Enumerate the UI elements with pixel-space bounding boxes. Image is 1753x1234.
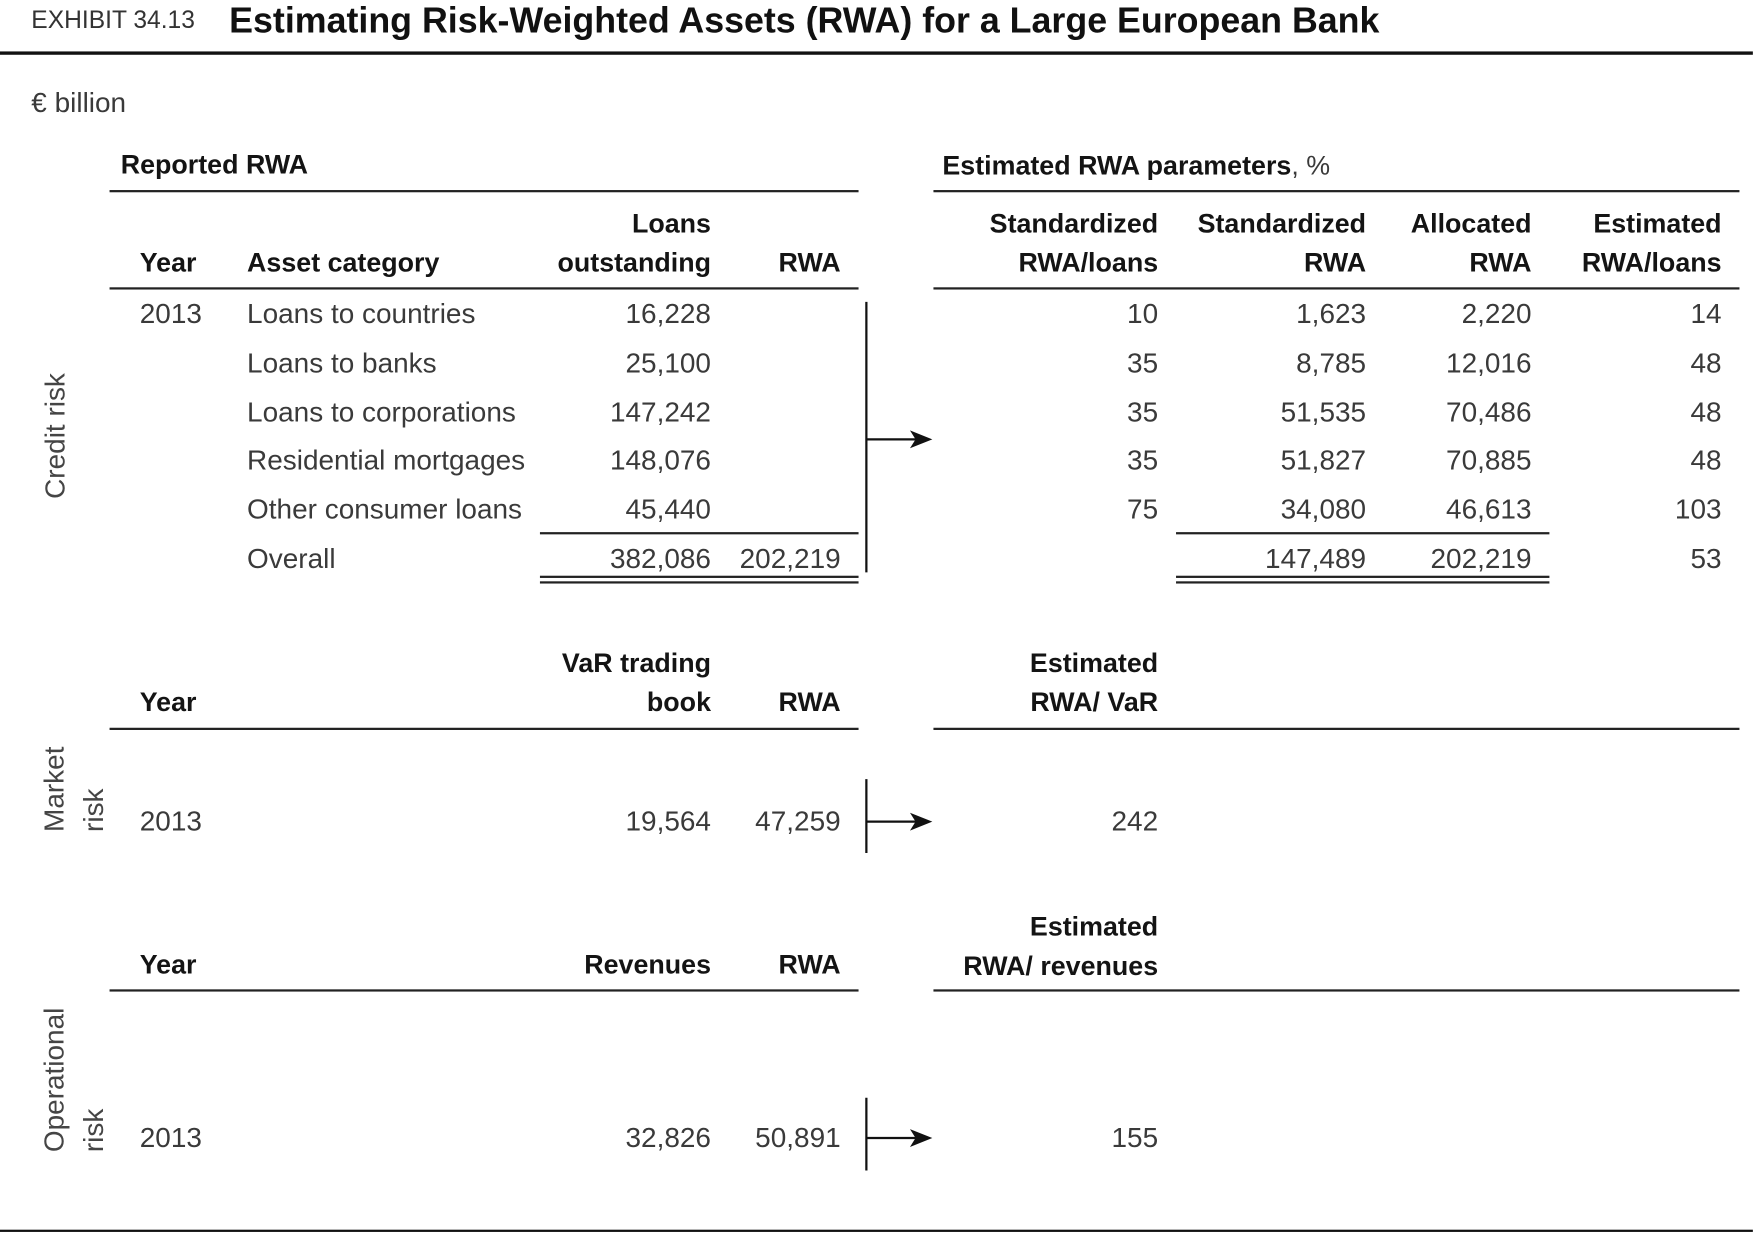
row-allocated-rwa: 46,613 — [1446, 494, 1532, 526]
credit-heading-rule-right — [933, 190, 1740, 193]
credit-header-rwa: RWA — [778, 248, 841, 279]
operational-header-rule-left — [109, 989, 859, 992]
row-standardized-ratio: 35 — [1127, 347, 1159, 379]
market-header-var-trading-book: VaR trading book — [561, 648, 711, 718]
table-row: Loans to corporations 147,242 35 51,535 … — [0, 388, 1753, 437]
table-row: Other consumer loans 45,440 75 34,080 46… — [0, 485, 1753, 534]
overall-standardized-rwa: 147,489 — [1265, 543, 1367, 575]
table-row: Residential mortgages 148,076 35 51,827 … — [0, 436, 1753, 485]
credit-header-rule-left — [109, 287, 859, 290]
row-estimated-ratio: 48 — [1690, 444, 1722, 477]
credit-header-asset-category: Asset category — [247, 248, 440, 279]
row-standardized-rwa: 1,623 — [1296, 298, 1367, 330]
row-loans-outstanding: 16,228 — [625, 298, 711, 330]
operational-header-year: Year — [139, 950, 197, 981]
estimated-rwa-parameters-heading: Estimated RWA parameters, % — [942, 141, 1330, 190]
market-arrow-icon — [865, 779, 933, 853]
row-loans-outstanding: 45,440 — [625, 494, 711, 526]
row-allocated-rwa: 2,220 — [1461, 298, 1532, 330]
row-allocated-rwa: 70,885 — [1446, 444, 1532, 477]
row-estimated-ratio: 155 — [1111, 1122, 1159, 1154]
credit-header-rule-right — [933, 287, 1740, 290]
row-standardized-rwa: 51,535 — [1280, 396, 1367, 429]
overall-reported-rwa: 202,219 — [739, 543, 841, 575]
operational-header-rule-right — [933, 989, 1740, 992]
market-header-rwa: RWA — [778, 687, 841, 718]
row-loans-outstanding: 147,242 — [609, 396, 711, 429]
estimated-heading-suffix: , % — [1291, 150, 1331, 182]
credit-header-standardized-ratio: Standardized RWA/loans — [989, 209, 1159, 279]
row-asset-category: Residential mortgages — [247, 444, 526, 477]
row-standardized-ratio: 35 — [1127, 444, 1159, 477]
row-rwa: 50,891 — [755, 1122, 841, 1154]
operational-header-revenues: Revenues — [584, 950, 711, 981]
row-standardized-ratio: 10 — [1127, 298, 1159, 330]
row-rwa: 47,259 — [755, 806, 841, 838]
table-row: 2013 19,564 47,259 242 — [0, 797, 1753, 846]
estimated-heading-text: Estimated RWA parameters — [942, 150, 1292, 182]
row-standardized-rwa: 34,080 — [1280, 494, 1367, 526]
market-header-estimated-ratio: Estimated RWA/ VaR — [1029, 648, 1159, 718]
table-row-overall: Overall 382,086 202,219 147,489 202,219 … — [0, 534, 1753, 583]
total-double-rule-right-top — [1176, 575, 1550, 578]
row-estimated-ratio: 48 — [1690, 347, 1722, 379]
row-estimated-ratio: 14 — [1690, 298, 1722, 330]
total-double-rule-left-top — [539, 575, 859, 578]
row-allocated-rwa: 70,486 — [1446, 396, 1532, 429]
total-double-rule-left-bottom — [539, 581, 859, 584]
row-loans-outstanding: 148,076 — [609, 444, 711, 477]
row-estimated-ratio: 48 — [1690, 396, 1722, 429]
overall-allocated-rwa: 202,219 — [1430, 543, 1532, 575]
operational-header-estimated-ratio: Estimated RWA/ revenues — [963, 912, 1159, 982]
exhibit-title: Estimating Risk-Weighted Assets (RWA) fo… — [229, 0, 1380, 41]
bottom-rule — [0, 1229, 1753, 1232]
row-estimated-ratio: 103 — [1674, 494, 1722, 526]
overall-rule-left — [539, 532, 859, 535]
row-standardized-rwa: 8,785 — [1296, 347, 1367, 379]
row-estimated-ratio: 242 — [1111, 806, 1159, 838]
table-row: 2013 32,826 50,891 155 — [0, 1113, 1753, 1162]
row-asset-category: Loans to banks — [247, 347, 437, 379]
row-standardized-rwa: 51,827 — [1280, 444, 1367, 477]
title-rule — [0, 51, 1753, 55]
credit-header-standardized-rwa: Standardized RWA — [1197, 209, 1367, 279]
row-year: 2013 — [139, 1122, 202, 1154]
row-standardized-ratio: 75 — [1127, 494, 1159, 526]
market-header-year: Year — [139, 687, 197, 718]
operational-header-rwa: RWA — [778, 950, 841, 981]
row-revenues: 32,826 — [625, 1122, 711, 1154]
total-double-rule-right-bottom — [1176, 581, 1550, 584]
overall-label: Overall — [247, 543, 336, 575]
credit-heading-rule-left — [109, 190, 859, 193]
table-row: 2013 Loans to countries 16,228 10 1,623 … — [0, 290, 1753, 339]
overall-rule-right — [1176, 532, 1550, 535]
row-year: 2013 — [139, 806, 202, 838]
credit-header-estimated-ratio: Estimated RWA/loans — [1581, 209, 1722, 279]
overall-estimated-ratio: 53 — [1690, 543, 1722, 575]
row-asset-category: Other consumer loans — [247, 494, 523, 526]
row-year: 2013 — [139, 298, 202, 330]
exhibit-label: EXHIBIT 34.13 — [31, 5, 195, 34]
credit-arrow-icon — [865, 301, 933, 573]
overall-loans-outstanding: 382,086 — [609, 543, 711, 575]
row-asset-category: Loans to countries — [247, 298, 476, 330]
credit-header-year: Year — [139, 248, 197, 279]
market-header-rule-left — [109, 727, 859, 730]
operational-arrow-icon — [865, 1097, 933, 1171]
reported-rwa-heading: Reported RWA — [120, 149, 309, 180]
table-row: Loans to banks 25,100 35 8,785 12,016 48 — [0, 339, 1753, 388]
row-standardized-ratio: 35 — [1127, 396, 1159, 429]
credit-header-allocated-rwa: Allocated RWA — [1410, 209, 1532, 279]
market-header-rule-right — [933, 727, 1740, 730]
row-loans-outstanding: 25,100 — [625, 347, 711, 379]
row-asset-category: Loans to corporations — [247, 396, 516, 429]
row-var-trading-book: 19,564 — [625, 806, 711, 838]
credit-header-loans-outstanding: Loans outstanding — [557, 209, 711, 279]
row-allocated-rwa: 12,016 — [1446, 347, 1532, 379]
unit-label: € billion — [31, 87, 127, 119]
